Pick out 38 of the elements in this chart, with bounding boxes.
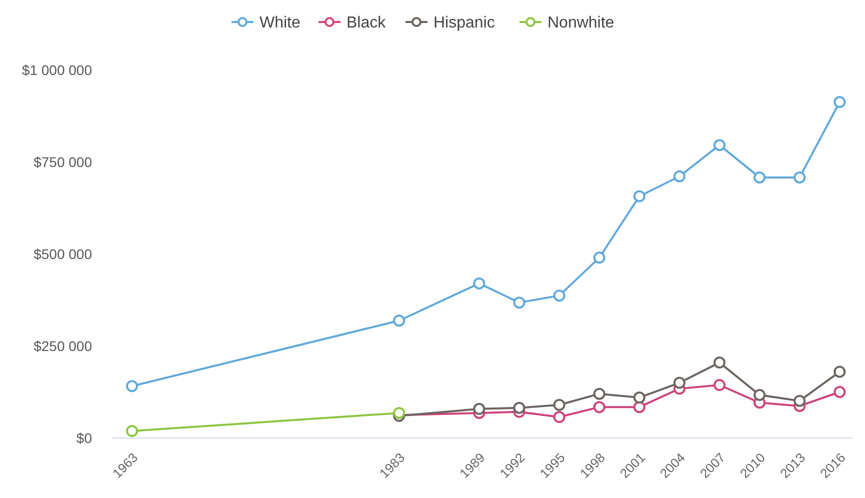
- point: [794, 171, 806, 184]
- point: [473, 277, 486, 290]
- point: [593, 401, 606, 414]
- point: [713, 139, 726, 152]
- point: [673, 376, 686, 389]
- point: [553, 398, 566, 411]
- point: [633, 190, 646, 202]
- point: [553, 290, 566, 302]
- point: [393, 406, 406, 419]
- point: [713, 356, 726, 369]
- point: [473, 402, 486, 415]
- point: [126, 425, 138, 438]
- point: [553, 411, 566, 424]
- point: [713, 379, 726, 392]
- point: [834, 386, 846, 398]
- point: [754, 171, 766, 184]
- point: [393, 314, 406, 327]
- y-tick-label: $750 000: [34, 154, 92, 170]
- point: [834, 366, 846, 378]
- y-tick-label: $0: [76, 430, 92, 446]
- y-tick-label: $500 000: [34, 246, 92, 262]
- legend-label: White: [260, 14, 300, 32]
- point: [754, 388, 766, 401]
- point: [593, 252, 606, 264]
- point: [126, 380, 138, 392]
- point: [794, 394, 806, 407]
- legend-label: Hispanic: [434, 14, 495, 32]
- point: [673, 170, 686, 182]
- point: [513, 296, 526, 309]
- legend-label: Nonwhite: [548, 14, 614, 32]
- point: [593, 388, 606, 400]
- y-tick-label: $250 000: [34, 338, 92, 354]
- point: [633, 401, 646, 414]
- point: [633, 392, 646, 404]
- legend-label: Black: [346, 14, 387, 32]
- y-tick-label: $1 000 000: [22, 62, 92, 78]
- point: [834, 96, 846, 108]
- point: [513, 402, 526, 414]
